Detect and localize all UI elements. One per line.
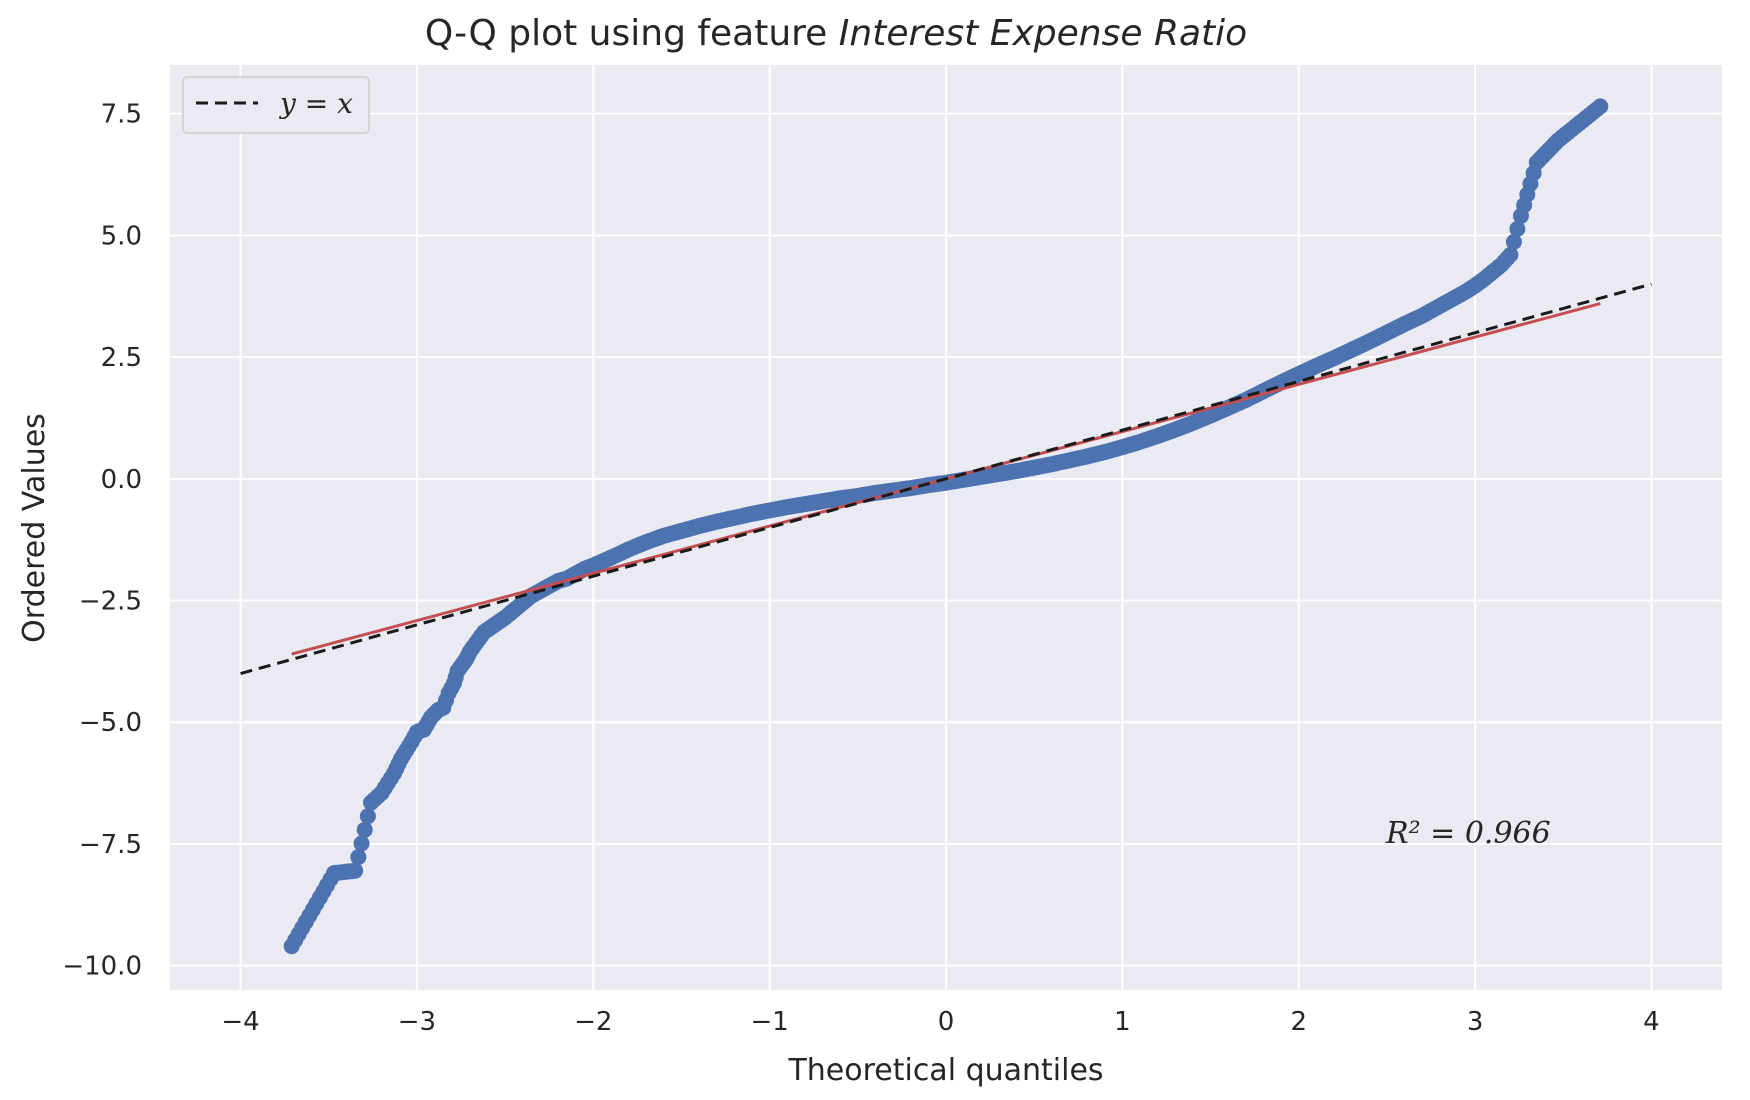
r-squared-annotation: R² = 0.966 [1385,816,1551,851]
y-tick-label: −7.5 [79,830,142,860]
x-axis-label: Theoretical quantiles [787,1053,1103,1088]
y-tick-labels: 7.5 5.0 2.5 0.0 −2.5 −5.0 −7.5 −10.0 [62,100,142,982]
y-tick-label: 7.5 [101,100,142,130]
y-tick-label: −10.0 [62,952,142,982]
data-point [347,862,364,879]
y-tick-label: −2.5 [79,587,142,617]
x-tick-label: 1 [1114,1007,1131,1037]
y-tick-label: −5.0 [79,708,142,738]
x-tick-label: 3 [1467,1007,1484,1037]
y-tick-label: 0.0 [101,465,142,495]
x-tick-label: −3 [398,1007,436,1037]
y-axis-label: Ordered Values [17,413,52,643]
legend-label: y = x [278,87,353,120]
data-point [350,849,367,866]
x-tick-label: 2 [1290,1007,1307,1037]
x-tick-labels: −4 −3 −2 −1 0 1 2 3 4 [221,1007,1659,1037]
data-point [1509,220,1526,237]
data-point [359,808,376,825]
x-tick-label: 4 [1643,1007,1660,1037]
data-point [353,835,370,852]
x-tick-label: −1 [750,1007,788,1037]
legend: y = x [182,76,370,134]
x-tick-label: 0 [938,1007,955,1037]
data-points [283,98,1609,955]
data-point [1505,233,1522,250]
legend-box [182,76,370,134]
x-tick-label: −2 [574,1007,612,1037]
x-tick-label: −4 [221,1007,259,1037]
y-tick-label: 5.0 [101,221,142,251]
data-point [1502,246,1519,263]
y-tick-label: 2.5 [101,343,142,373]
data-point [356,821,373,838]
chart-title: Q-Q plot using feature Interest Expense … [425,13,1247,54]
data-point [1592,98,1609,115]
reference-line-y-equals-x [240,282,1652,675]
grid-lines [170,65,1722,990]
